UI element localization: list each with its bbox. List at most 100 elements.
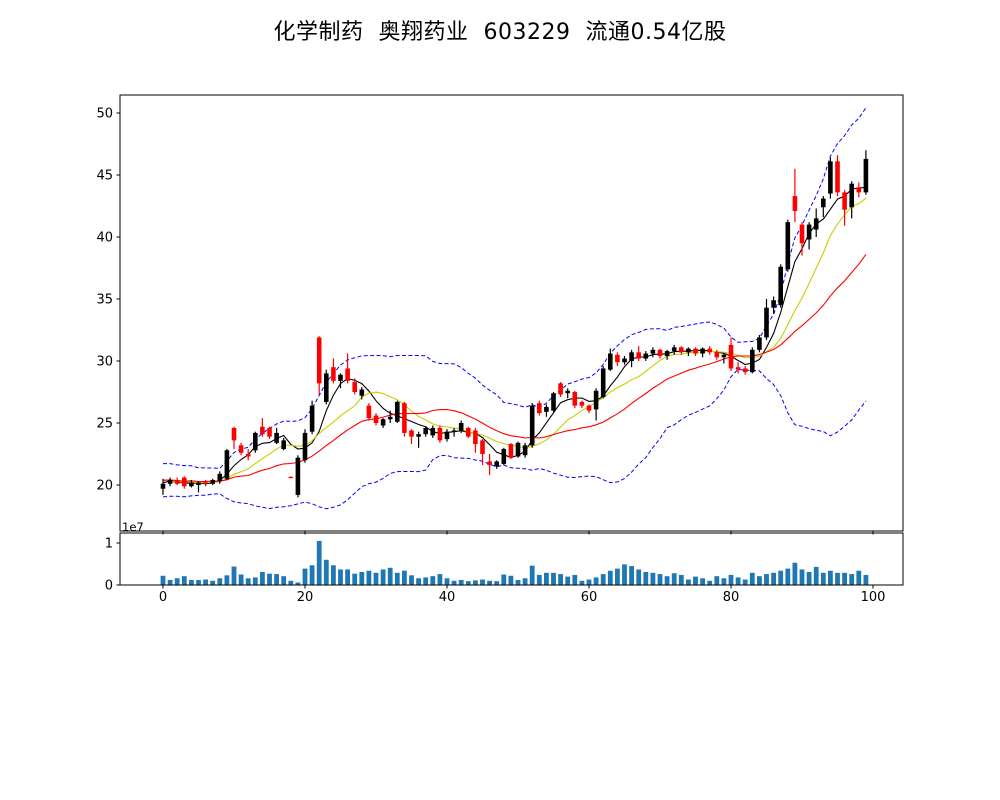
bollinger-upper-band (163, 107, 867, 469)
candle-body (366, 405, 372, 419)
volume-bar (586, 579, 592, 585)
candle-body (402, 403, 407, 433)
candle-body (778, 266, 783, 306)
candle-body (572, 392, 578, 406)
x-tick-label: 20 (297, 590, 314, 605)
candle-body (253, 432, 258, 451)
candle-body (643, 353, 649, 359)
candle-body (544, 406, 549, 412)
volume-bar (636, 569, 642, 585)
volume-bar (849, 574, 855, 585)
volume-bar (693, 576, 698, 585)
volume-bar (494, 581, 500, 585)
volume-bar (529, 565, 535, 585)
candle-body (522, 445, 528, 456)
y-tick-label: 40 (96, 231, 113, 246)
candle-body (245, 454, 251, 457)
candle-body (345, 368, 350, 381)
volume-bar (394, 572, 400, 585)
volume-bar (579, 580, 585, 585)
candle-body (813, 218, 819, 230)
volume-bar (366, 570, 372, 585)
y-tick-label: 45 (96, 169, 113, 184)
candle-body (444, 431, 450, 440)
x-tick-label: 40 (439, 590, 456, 605)
volume-bar (707, 580, 713, 585)
candle-body (480, 440, 485, 454)
volume-bar (671, 573, 677, 585)
candle-body (650, 349, 656, 354)
volume-bar (458, 579, 464, 585)
volume-bar (274, 574, 279, 585)
candle-body (806, 224, 812, 240)
candle-body (466, 427, 471, 437)
volume-bar (203, 579, 208, 585)
candle-body (551, 393, 556, 411)
volume-bar (309, 565, 315, 585)
candle-body (316, 337, 322, 384)
volume-bar (238, 574, 244, 585)
volume-bar (444, 578, 450, 585)
x-tick-label: 60 (581, 590, 598, 605)
volume-bar (387, 567, 393, 585)
volume-scale-offset-label: 1e7 (122, 520, 144, 534)
volume-bar (515, 579, 521, 585)
volume-bar (856, 570, 862, 585)
candle-body (757, 337, 762, 350)
candle-body (537, 403, 542, 414)
candle-body (224, 450, 230, 479)
volume-bar (217, 578, 223, 585)
volume-bar (544, 572, 549, 585)
y-tick-label: 50 (96, 107, 113, 122)
volume-bar (210, 580, 216, 585)
volume-bar (480, 579, 485, 585)
candle-body (579, 401, 585, 406)
x-tick-label: 100 (861, 590, 886, 605)
volume-bar (465, 581, 471, 585)
y-tick-label: 20 (96, 479, 113, 494)
volume-bar (813, 566, 819, 585)
candle-body (210, 480, 215, 484)
volume-bar (735, 577, 741, 585)
candle-body (174, 480, 180, 484)
volume-bar (245, 578, 251, 585)
volume-bar (600, 574, 606, 585)
candle-body (437, 427, 443, 441)
candle-body (167, 480, 173, 484)
volume-bar (252, 577, 258, 585)
volume-bar (785, 568, 791, 585)
candle-body (295, 457, 301, 495)
candle-body (714, 352, 720, 358)
candle-body (267, 427, 272, 437)
candle-body (586, 405, 592, 411)
volume-bar (224, 575, 230, 585)
ma-line-ma20 (162, 254, 867, 483)
y-tick-label: 35 (96, 293, 113, 308)
candle-body (260, 426, 265, 435)
candle-body (828, 161, 833, 194)
candle-body (231, 427, 237, 441)
volume-bar (842, 572, 847, 585)
candle-body (409, 430, 414, 437)
candle-body (558, 383, 563, 395)
candle-body (331, 367, 336, 381)
candle-body (182, 477, 187, 487)
volume-bar (295, 582, 301, 585)
volume-bar (338, 569, 343, 585)
volume-bar (409, 575, 414, 585)
volume-bar (501, 574, 507, 585)
volume-bar (558, 574, 563, 585)
volume-bar (764, 574, 769, 585)
candle-body (203, 482, 208, 484)
y-tick-label: 25 (96, 417, 113, 432)
volume-y-tick-label: 0 (105, 579, 113, 594)
bollinger-bands (162, 107, 867, 510)
candle-body (458, 423, 464, 431)
volume-bar (778, 570, 784, 585)
candle-body (735, 367, 741, 370)
volume-bar (402, 570, 407, 585)
volume-bar (302, 568, 308, 585)
candle-body (728, 344, 734, 369)
volume-bar (359, 571, 365, 585)
